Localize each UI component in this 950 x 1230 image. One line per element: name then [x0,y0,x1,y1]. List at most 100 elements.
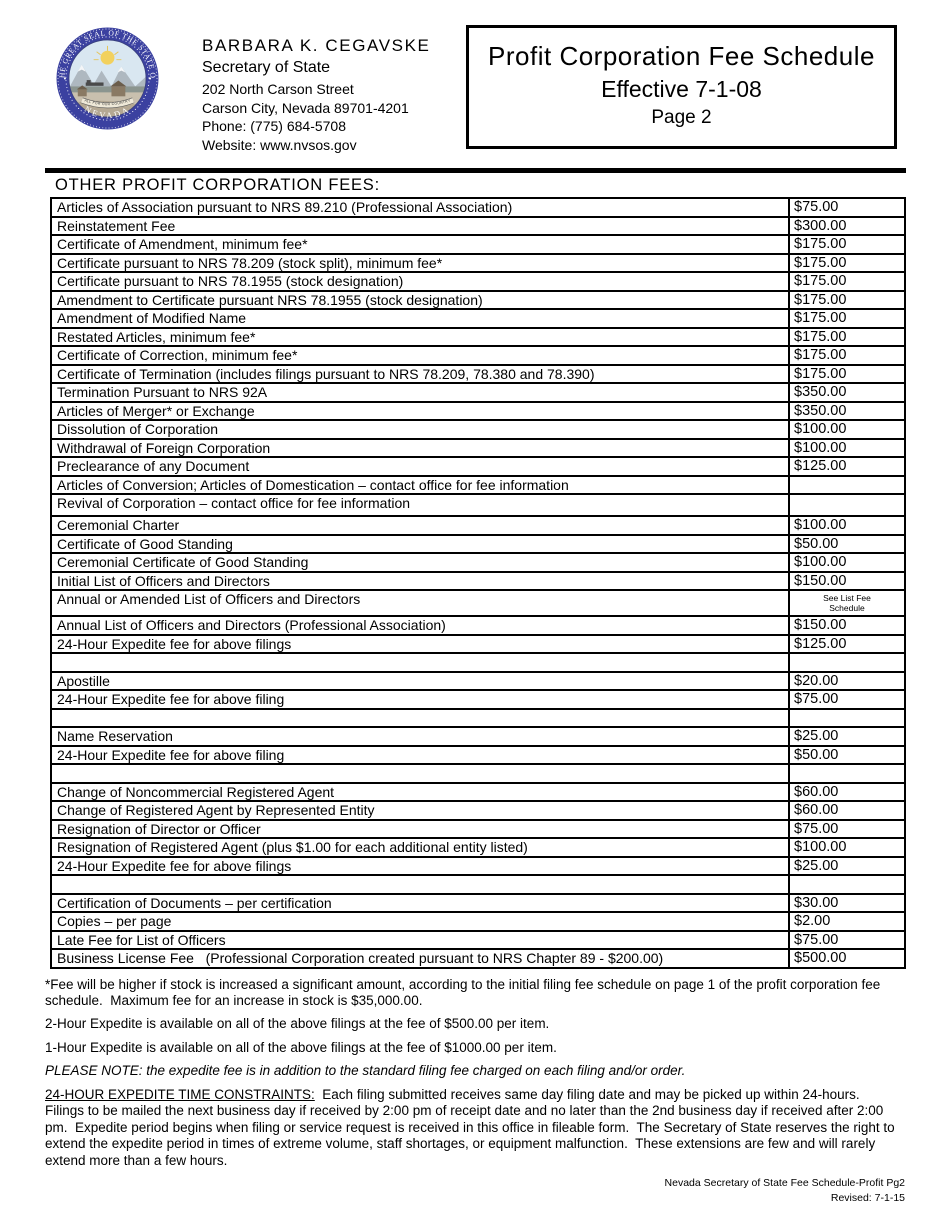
fee-amount: $100.00 [788,437,906,458]
table-row: 24-Hour Expedite fee for above filing $50… [50,744,906,765]
fee-amount: $75.00 [788,197,906,218]
table-row: Articles of Conversion; Articles of Dome… [50,474,906,495]
fee-amount: $175.00 [788,252,906,273]
fee-item-label: Withdrawal of Foreign Corporation [50,437,790,458]
fee-amount: $75.00 [788,929,906,950]
footnote: 24-HOUR EXPEDITE TIME CONSTRAINTS: Each … [45,1086,899,1168]
fee-item-label: Certificate of Amendment, minimum fee* [50,234,790,255]
section-heading: OTHER PROFIT CORPORATION FEES: [55,176,380,194]
table-row: Business License Fee (Professional Corpo… [50,948,906,969]
fee-item-label: 24-Hour Expedite fee for above filing [50,689,790,710]
fee-item-label: 24-Hour Expedite fee for above filings [50,633,790,654]
phone-line: Phone: (775) 684-5708 [202,118,346,134]
fee-amount: $25.00 [788,855,906,876]
section-divider-bar [45,168,906,173]
table-row: Ceremonial Certificate of Good Standing $… [50,552,906,573]
table-row: Annual or Amended List of Officers and D… [50,589,906,617]
table-row: Change of Noncommercial Registered Agent… [50,781,906,802]
fee-amount: See List Fee Schedule [788,589,906,617]
fee-amount: $150.00 [788,615,906,636]
fee-item-label: Business License Fee (Professional Corpo… [50,948,790,969]
svg-text:ALL FOR OUR COUNTRY: ALL FOR OUR COUNTRY [84,98,131,106]
document-title-box: Profit Corporation Fee Schedule Effectiv… [466,25,897,149]
table-row: 24-Hour Expedite fee for above filings $1… [50,633,906,654]
document-footer: Nevada Secretary of State Fee Schedule-P… [0,1176,905,1205]
fee-amount: $175.00 [788,289,906,310]
fee-item-label: Dissolution of Corporation [50,419,790,440]
table-row: Dissolution of Corporation $100.00 [50,419,906,440]
fee-item-label [50,652,790,673]
fee-amount [788,474,906,495]
fee-amount: $125.00 [788,633,906,654]
table-spacer-row [50,763,906,784]
fee-amount [788,874,906,895]
fee-item-label: Ceremonial Certificate of Good Standing [50,552,790,573]
fee-item-label: Amendment of Modified Name [50,308,790,329]
fee-item-label: Resignation of Registered Agent (plus $1… [50,837,790,858]
fee-amount: $300.00 [788,215,906,236]
fee-item-label: Name Reservation [50,726,790,747]
fee-amount: $75.00 [788,689,906,710]
footnotes: *Fee will be higher if stock is increase… [45,977,905,1170]
footer-revision-date: Revised: 7-1-15 [830,1191,905,1204]
footnote: 2-Hour Expedite is available on all of t… [45,1016,550,1032]
fee-amount: $175.00 [788,345,906,366]
table-row: Ceremonial Charter $100.00 [50,515,906,536]
table-row: Revival of Corporation – contact office … [50,493,906,517]
effective-date: Effective 7-1-08 [601,76,762,102]
footnote: 1-Hour Expedite is available on all of t… [45,1039,557,1055]
fee-item-label: Articles of Merger* or Exchange [50,400,790,421]
fee-item-label: Termination Pursuant to NRS 92A [50,382,790,403]
footnote: PLEASE NOTE: the expedite fee is in addi… [45,1063,686,1079]
table-row: Certificate of Correction, minimum fee* $… [50,345,906,366]
table-row: Apostille $20.00 [50,670,906,691]
fee-amount: $20.00 [788,670,906,691]
table-row: Articles of Association pursuant to NRS … [50,197,906,218]
fee-amount [788,763,906,784]
fee-item-label: Change of Noncommercial Registered Agent [50,781,790,802]
fee-item-label: Restated Articles, minimum fee* [50,326,790,347]
fee-item-label [50,763,790,784]
nevada-state-seal-icon: ALL FOR OUR COUNTRY THE GREAT SEAL OF TH… [56,27,159,130]
fee-item-label: Late Fee for List of Officers [50,929,790,950]
table-row: 24-Hour Expedite fee for above filings $2… [50,855,906,876]
fee-item-label [50,707,790,728]
document-title: Profit Corporation Fee Schedule [488,41,875,71]
fee-item-label: 24-Hour Expedite fee for above filing [50,744,790,765]
fee-item-label: 24-Hour Expedite fee for above filings [50,855,790,876]
secretary-name: BARBARA K. CEGAVSKE [202,36,431,55]
fee-amount: $25.00 [788,726,906,747]
table-row: Name Reservation $25.00 [50,726,906,747]
document-header: ALL FOR OUR COUNTRY THE GREAT SEAL OF TH… [45,25,905,155]
seal-banner-text: ALL FOR OUR COUNTRY [84,98,131,106]
fee-item-label: Initial List of Officers and Directors [50,570,790,591]
fee-item-label: Articles of Conversion; Articles of Dome… [50,474,790,495]
fee-amount: $150.00 [788,570,906,591]
fee-item-label: Revival of Corporation – contact office … [50,493,790,517]
address-line-1: 202 North Carson Street [202,81,354,97]
fee-amount [788,493,906,517]
fee-amount: $350.00 [788,400,906,421]
table-row: Late Fee for List of Officers $75.00 [50,929,906,950]
fee-amount: $100.00 [788,419,906,440]
fee-amount: $30.00 [788,892,906,913]
fee-table: Articles of Association pursuant to NRS … [50,197,906,969]
table-row: Amendment to Certificate pursuant NRS 78… [50,289,906,310]
table-row: Change of Registered Agent by Represente… [50,800,906,821]
footnote-lead-underlined: 24-HOUR EXPEDITE TIME CONSTRAINTS: [45,1086,315,1102]
table-row: Amendment of Modified Name $175.00 [50,308,906,329]
table-row: Certificate pursuant to NRS 78.1955 (sto… [50,271,906,292]
fee-amount: $60.00 [788,800,906,821]
fee-amount: $175.00 [788,363,906,384]
fee-amount: $100.00 [788,552,906,573]
table-row: Certificate of Termination (includes fil… [50,363,906,384]
fee-amount: $175.00 [788,326,906,347]
fee-item-label: Resignation of Director or Officer [50,818,790,839]
fee-amount: $60.00 [788,781,906,802]
table-row: Reinstatement Fee $300.00 [50,215,906,236]
fee-item-label: Articles of Association pursuant to NRS … [50,197,790,218]
fee-table-body: Articles of Association pursuant to NRS … [50,197,906,969]
table-row: Resignation of Registered Agent (plus $1… [50,837,906,858]
fee-item-label: Certificate of Good Standing [50,533,790,554]
fee-item-label [50,874,790,895]
